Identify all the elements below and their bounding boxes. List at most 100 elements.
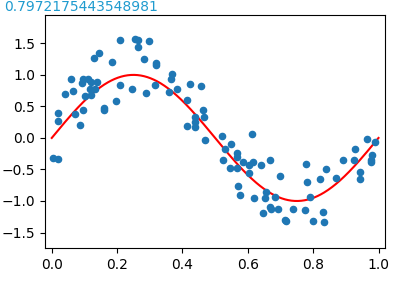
Point <box>357 170 363 174</box>
Point <box>55 119 62 123</box>
Point <box>117 38 123 42</box>
Point <box>322 167 329 171</box>
Point <box>301 208 308 212</box>
Point <box>174 86 180 91</box>
Point <box>153 61 159 65</box>
Point <box>234 166 241 170</box>
Point <box>221 146 228 151</box>
Point <box>282 218 289 222</box>
Point <box>50 156 57 160</box>
Point <box>151 83 158 88</box>
Point <box>72 112 78 117</box>
Point <box>271 195 278 199</box>
Point <box>61 92 68 97</box>
Point <box>101 106 108 111</box>
Point <box>145 39 152 44</box>
Point <box>333 176 339 180</box>
Point <box>307 195 314 199</box>
Point <box>135 45 141 49</box>
Point <box>262 196 269 201</box>
Point <box>199 108 206 113</box>
Point <box>228 142 234 146</box>
Point <box>237 193 243 197</box>
Point <box>268 207 274 211</box>
Point <box>235 183 241 188</box>
Point <box>266 204 273 209</box>
Point <box>77 123 83 128</box>
Point <box>184 98 190 102</box>
Point <box>100 108 107 113</box>
Point <box>234 150 240 155</box>
Point <box>191 125 198 129</box>
Point <box>128 87 135 91</box>
Point <box>192 120 198 125</box>
Point <box>87 79 94 84</box>
Point <box>321 220 327 224</box>
Point <box>310 219 316 224</box>
Point <box>202 138 208 142</box>
Point <box>304 180 310 184</box>
Point <box>192 115 198 119</box>
Point <box>85 77 91 82</box>
Point <box>152 63 159 68</box>
Point <box>131 36 138 41</box>
Point <box>368 158 374 162</box>
Point <box>95 51 102 55</box>
Point <box>80 107 86 112</box>
Point <box>79 81 86 85</box>
Point <box>357 177 364 181</box>
Point <box>92 87 98 91</box>
Point <box>55 111 61 116</box>
Point <box>275 207 281 212</box>
Point <box>198 84 204 88</box>
Point <box>70 89 76 93</box>
Point <box>82 94 88 99</box>
Point <box>220 158 226 162</box>
Point <box>166 90 173 94</box>
Point <box>80 76 87 81</box>
Point <box>317 177 323 181</box>
Point <box>169 72 175 77</box>
Point <box>320 210 326 215</box>
Point <box>258 163 264 168</box>
Point <box>109 60 115 64</box>
Point <box>266 158 273 162</box>
Point <box>184 124 190 129</box>
Point <box>260 211 266 215</box>
Point <box>141 57 147 61</box>
Point <box>240 160 247 164</box>
Point <box>303 161 309 166</box>
Point <box>245 170 252 175</box>
Point <box>263 189 269 194</box>
Point <box>91 56 97 61</box>
Point <box>226 165 233 170</box>
Text: 0.7972175443548981: 0.7972175443548981 <box>4 0 158 14</box>
Point <box>68 77 75 81</box>
Point <box>368 153 375 157</box>
Point <box>340 158 346 162</box>
Point <box>55 157 62 161</box>
Point <box>117 82 124 87</box>
Point <box>113 98 119 103</box>
Point <box>283 219 289 224</box>
Point <box>250 160 257 165</box>
Point <box>219 134 226 139</box>
Point <box>167 76 174 81</box>
Point <box>290 207 296 212</box>
Point <box>88 92 94 97</box>
Point <box>94 80 100 84</box>
Point <box>249 131 255 136</box>
Point <box>201 115 207 119</box>
Point <box>143 91 149 95</box>
Point <box>352 147 359 151</box>
Point <box>277 174 283 179</box>
Point <box>363 137 370 141</box>
Point <box>135 38 142 42</box>
Point <box>368 160 374 165</box>
Point <box>187 82 194 86</box>
Point <box>351 158 358 163</box>
Point <box>87 86 94 91</box>
Point <box>246 162 253 167</box>
Point <box>250 195 257 200</box>
Point <box>234 154 241 159</box>
